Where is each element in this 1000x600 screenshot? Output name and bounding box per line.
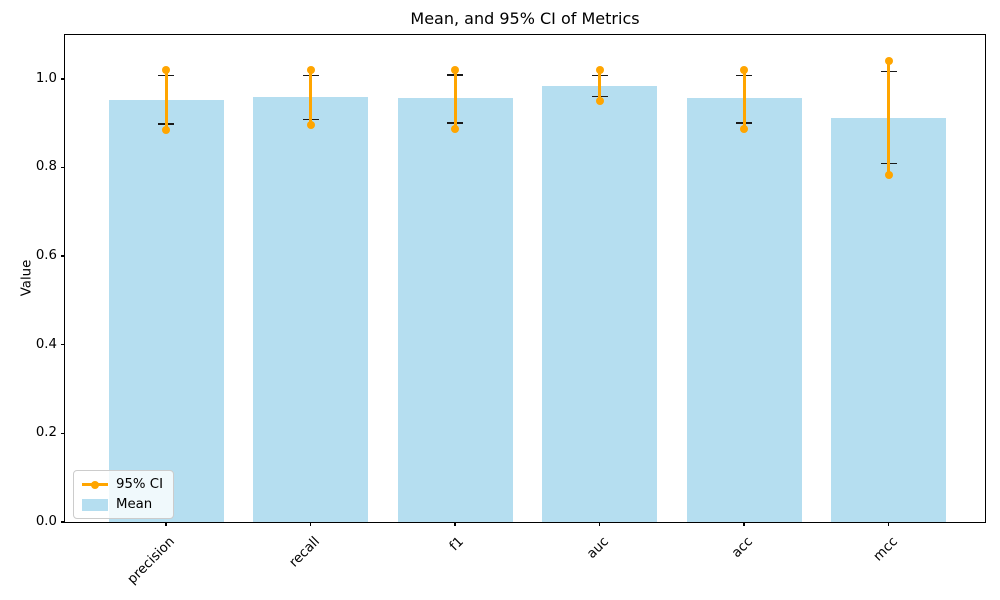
bar-f1 [397,98,513,522]
bar-mcc [831,117,946,522]
y-axis-label: Value [19,259,35,297]
ci-endpoint-dot [595,66,604,74]
bar-precision [108,99,224,522]
y-tick-label: 1.0 [35,70,57,86]
legend-label-ci: 95% CI [116,477,163,492]
y-tick-mark [61,166,65,169]
y-tick-mark [61,432,65,435]
mean-swatch-icon [82,498,108,511]
ci-line-swatch-icon [82,480,108,489]
ci-endpoint-dot [306,120,315,129]
x-tick-label-auc: auc [583,534,612,562]
x-tick-label-f1: f1 [446,534,467,555]
legend-label-mean: Mean [116,497,153,512]
chart-title: Mean, and 95% CI of Metrics [410,9,640,28]
x-tick-mark [454,522,456,526]
ci-endpoint-dot [451,124,459,133]
ci-endpoint-dot [162,126,170,135]
x-tick-mark [887,522,890,526]
x-tick-label-recall: recall [286,534,323,571]
y-tick-mark [61,255,65,257]
y-tick-mark [61,344,65,346]
y-tick-label: 0.2 [35,425,57,441]
plot-area [65,35,985,522]
ci-line [164,69,168,131]
bar-recall [253,97,368,522]
x-tick-label-mcc: mcc [870,534,901,565]
ci-line [309,69,312,125]
y-tick-label: 0.8 [35,159,57,175]
ci-endpoint-dot [740,124,748,133]
ci-line [598,70,601,102]
legend-item-mean: Mean [82,496,163,513]
x-tick-mark [309,522,312,526]
x-tick-mark [743,522,745,526]
x-tick-mark [165,522,167,526]
ci-line [453,69,457,129]
ci-endpoint-dot [306,65,315,74]
y-tick-mark [61,78,65,80]
legend-item-ci: 95% CI [82,476,163,493]
x-tick-mark [598,522,601,526]
y-tick-label: 0.6 [35,248,57,264]
x-tick-label-acc: acc [729,534,756,562]
bar-auc [542,85,657,522]
legend: 95% CI Mean [73,470,174,519]
bar-acc [686,98,802,522]
x-tick-label-precision: precision [124,534,178,588]
y-tick-label: 0.0 [35,514,57,529]
ci-endpoint-dot [884,170,893,179]
ci-endpoint-dot [451,65,459,74]
ci-endpoint-dot [740,65,748,74]
y-tick-label: 0.4 [35,336,57,352]
ci-line [742,69,746,129]
y-tick-mark [61,521,65,523]
ci-line [887,60,890,175]
ci-endpoint-dot [884,56,893,65]
ci-dot-icon [91,480,99,489]
ci-endpoint-dot [162,65,170,74]
ci-endpoint-dot [595,97,604,106]
